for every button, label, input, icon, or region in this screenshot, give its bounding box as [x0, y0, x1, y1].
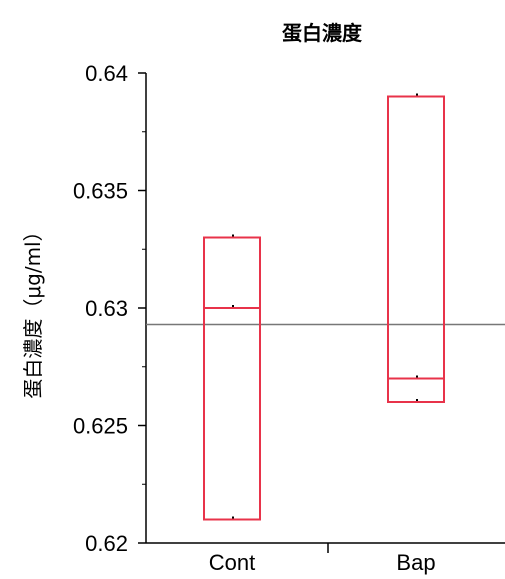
chart-title: 蛋白濃度 [282, 21, 363, 45]
data-point [416, 399, 418, 401]
box-bap [387, 95, 445, 403]
y-tick-label: 0.64 [85, 61, 128, 86]
data-point [232, 234, 234, 237]
x-tick-label: Cont [209, 550, 255, 575]
data-point [232, 516, 234, 519]
data-point [416, 375, 418, 378]
box-cont [203, 236, 261, 521]
boxes [203, 93, 445, 521]
y-tick-label: 0.63 [85, 296, 128, 321]
y-tick-label: 0.635 [73, 179, 128, 204]
y-axis-label: 蛋白濃度（μg/ml） [21, 221, 45, 398]
y-tick-label: 0.62 [85, 531, 128, 556]
data-point [416, 93, 418, 96]
y-tick-label: 0.625 [73, 414, 128, 439]
data-point [232, 305, 234, 307]
x-tick-label: Bap [396, 550, 435, 575]
axes: 0.62 0.625 0.63 0.635 0.64 Cont Bap [73, 61, 505, 575]
